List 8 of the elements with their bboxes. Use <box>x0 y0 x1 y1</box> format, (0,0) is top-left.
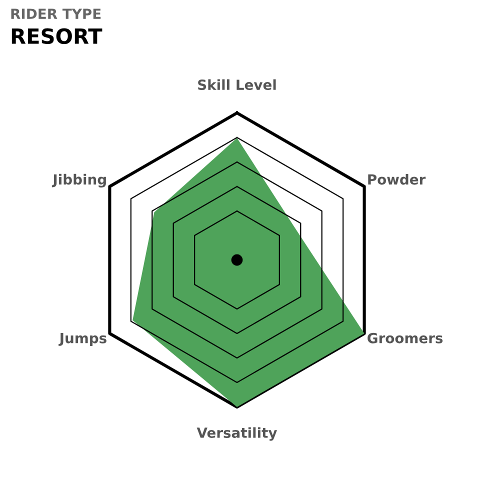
chart-title: RESORT <box>12 28 102 44</box>
spoke-label: Skill Level <box>198 79 276 90</box>
spoke-label: Jumps <box>58 333 106 346</box>
spoke-label: Powder <box>368 174 426 185</box>
spoke-label: Groomers <box>368 332 443 344</box>
spoke-label: Versatility <box>196 427 277 441</box>
chart-subtitle: RIDER TYPE <box>11 8 101 19</box>
spoke-label: Jibbing <box>52 174 106 188</box>
